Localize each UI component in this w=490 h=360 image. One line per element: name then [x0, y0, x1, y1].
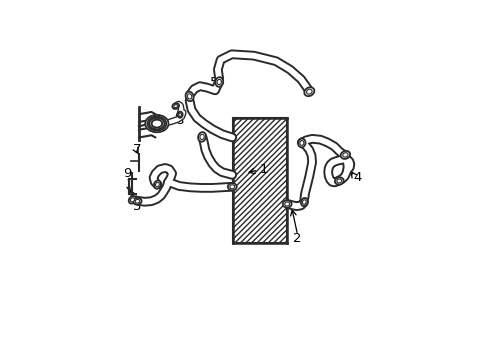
Ellipse shape	[154, 180, 161, 189]
Ellipse shape	[301, 198, 308, 206]
Ellipse shape	[155, 182, 159, 187]
Ellipse shape	[172, 103, 179, 109]
Ellipse shape	[335, 177, 343, 185]
Ellipse shape	[200, 134, 204, 140]
Ellipse shape	[147, 116, 167, 131]
Ellipse shape	[145, 115, 169, 132]
Ellipse shape	[341, 151, 350, 159]
Ellipse shape	[186, 92, 194, 101]
Text: 1: 1	[259, 163, 268, 176]
Ellipse shape	[304, 87, 315, 96]
Ellipse shape	[337, 179, 342, 183]
Ellipse shape	[178, 112, 183, 118]
Ellipse shape	[129, 196, 136, 204]
Ellipse shape	[302, 200, 306, 204]
Text: 3: 3	[133, 200, 141, 213]
Text: 5: 5	[210, 76, 219, 89]
Text: 4: 4	[354, 171, 362, 184]
Text: 9: 9	[123, 167, 131, 180]
Ellipse shape	[187, 94, 192, 99]
Ellipse shape	[217, 79, 221, 85]
Text: 2: 2	[294, 232, 302, 245]
Ellipse shape	[135, 199, 140, 203]
Ellipse shape	[300, 140, 304, 145]
Ellipse shape	[130, 198, 135, 202]
Ellipse shape	[215, 77, 223, 87]
Ellipse shape	[174, 104, 177, 108]
Ellipse shape	[133, 198, 142, 204]
Text: 6: 6	[147, 115, 155, 128]
Ellipse shape	[179, 113, 181, 116]
Text: 8: 8	[175, 114, 183, 127]
Ellipse shape	[230, 185, 235, 189]
Ellipse shape	[343, 153, 348, 157]
Ellipse shape	[198, 132, 206, 142]
Ellipse shape	[285, 202, 290, 206]
Ellipse shape	[307, 89, 312, 94]
Ellipse shape	[228, 183, 237, 190]
Ellipse shape	[149, 118, 164, 129]
Ellipse shape	[151, 120, 162, 127]
Ellipse shape	[283, 201, 292, 208]
Bar	[233, 118, 287, 243]
Ellipse shape	[298, 139, 305, 147]
Text: 7: 7	[133, 143, 142, 156]
